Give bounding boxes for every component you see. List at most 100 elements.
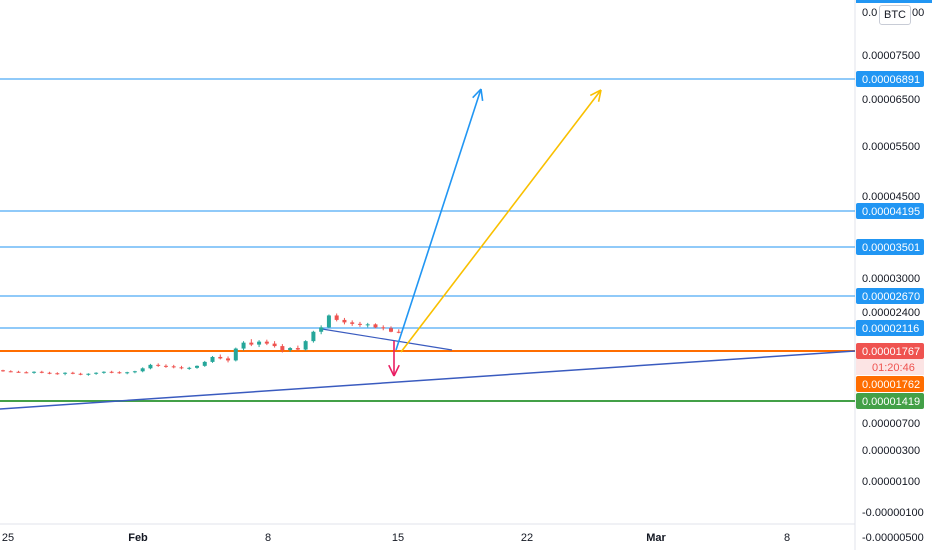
time-tick-label: 25 [2, 532, 14, 544]
candle-body [233, 348, 238, 361]
arrow-up-yellow-head-0 [589, 89, 602, 97]
candle-body [171, 366, 176, 368]
candle-body [311, 331, 316, 342]
price-tick-label: 0.00003000 [862, 273, 920, 285]
candle-body [303, 341, 308, 350]
candle-body [148, 364, 153, 369]
candle-body [24, 372, 29, 374]
candle-body [241, 342, 246, 349]
candle-body [396, 331, 401, 333]
candle-body [187, 367, 192, 369]
arrow-up-yellow-shaft[interactable] [400, 89, 602, 353]
candle-body [381, 327, 386, 329]
candle-body [16, 371, 21, 373]
currency-badge[interactable]: BTC [879, 5, 911, 25]
price-tick-label: 0.00007500 [862, 50, 920, 62]
candle-body [78, 373, 83, 375]
ascending-trendline[interactable] [0, 350, 856, 410]
time-tick-label: 15 [392, 532, 404, 544]
time-tick-label: Feb [128, 532, 148, 544]
candle-body [125, 372, 130, 374]
candle-body [357, 323, 362, 325]
time-tick-label: 22 [521, 532, 533, 544]
candle-body [70, 372, 75, 374]
time-tick-label: 8 [265, 532, 271, 544]
price-tag-label: 0.00001419 [862, 396, 920, 408]
price-tick-label: 0.00006500 [862, 94, 920, 106]
price-tick-label: 0.00002400 [862, 307, 920, 319]
candle-body [373, 324, 378, 328]
candle-body [389, 328, 393, 332]
candle-body [249, 342, 254, 345]
candle-body [109, 371, 114, 373]
candle-body [195, 365, 199, 368]
candle-body [350, 322, 355, 324]
price-tick-label: 0.00004500 [862, 191, 920, 203]
arrow-up-yellow-head-1 [597, 89, 602, 102]
candle-body [179, 367, 184, 369]
candle-body [55, 373, 60, 375]
price-tag-bg [856, 288, 924, 304]
candle-body [47, 372, 52, 374]
candle-body [272, 343, 277, 347]
price-tick-label: 0.00005500 [862, 141, 920, 153]
candle-body [8, 371, 13, 373]
candle-body [257, 341, 262, 345]
arrow-up-blue-shaft[interactable] [395, 88, 482, 351]
candle-body [319, 327, 324, 332]
price-tag-bg [856, 376, 924, 392]
pennant-upper-line[interactable] [321, 328, 453, 351]
arrow-up-blue-head-1 [480, 88, 484, 101]
candle-body [226, 358, 231, 361]
countdown-bg [856, 359, 924, 375]
time-tick-label: Mar [646, 532, 666, 544]
candle-body [218, 356, 223, 359]
time-tick-label: 8 [784, 532, 790, 544]
price-tag-bg [856, 203, 924, 219]
price-tag-label: 0.00003501 [862, 242, 920, 254]
price-tag-label: 0.00002116 [862, 323, 919, 335]
price-tag-bg [856, 239, 924, 255]
candle-body [334, 315, 339, 320]
candle-body [39, 371, 44, 373]
candle-body [280, 346, 285, 351]
arrow-up-blue-head-0 [472, 88, 482, 99]
arrow-down-pink-head-1 [388, 364, 395, 377]
price-tick-label: -0.00000100 [862, 507, 924, 519]
candle-body [140, 368, 145, 372]
candle-body [156, 364, 161, 366]
price-tag-label: 0.00001762 [862, 379, 920, 391]
price-tag-bg [856, 71, 924, 87]
price-scale-top-label: 0.0 [862, 7, 878, 19]
candle-body [101, 371, 106, 373]
price-tag-bg [856, 393, 924, 409]
price-tick-label: 0.00000100 [862, 476, 920, 488]
candle-body [86, 373, 91, 375]
price-tick-label: 0.00000700 [862, 418, 920, 430]
candle-body [365, 324, 370, 326]
price-tag-label: 0.00006891 [862, 74, 920, 86]
candle-body [210, 356, 215, 362]
candle-body [94, 372, 99, 374]
candle-body [32, 371, 37, 373]
candle-body [295, 348, 300, 350]
candle-body [288, 348, 293, 351]
candle-body [163, 365, 168, 367]
candle-body [326, 315, 331, 328]
candle-body [117, 372, 122, 374]
candle-body [342, 319, 347, 323]
countdown-label: 01:20:46 [872, 362, 915, 374]
price-tag-bg [856, 343, 924, 359]
candle-body [202, 361, 207, 366]
price-tag-bg [856, 320, 924, 336]
price-tag-label: 0.00001767 [862, 346, 920, 358]
top-price-tag-stub [856, 0, 932, 3]
candle-body [264, 341, 269, 344]
price-tag-label: 0.00002670 [862, 291, 920, 303]
price-tick-label: -0.00000500 [862, 532, 924, 544]
price-tick-label: 0.00000300 [862, 445, 920, 457]
price-scale-top-label-2: 00 [912, 7, 925, 19]
candle-body [132, 371, 137, 373]
